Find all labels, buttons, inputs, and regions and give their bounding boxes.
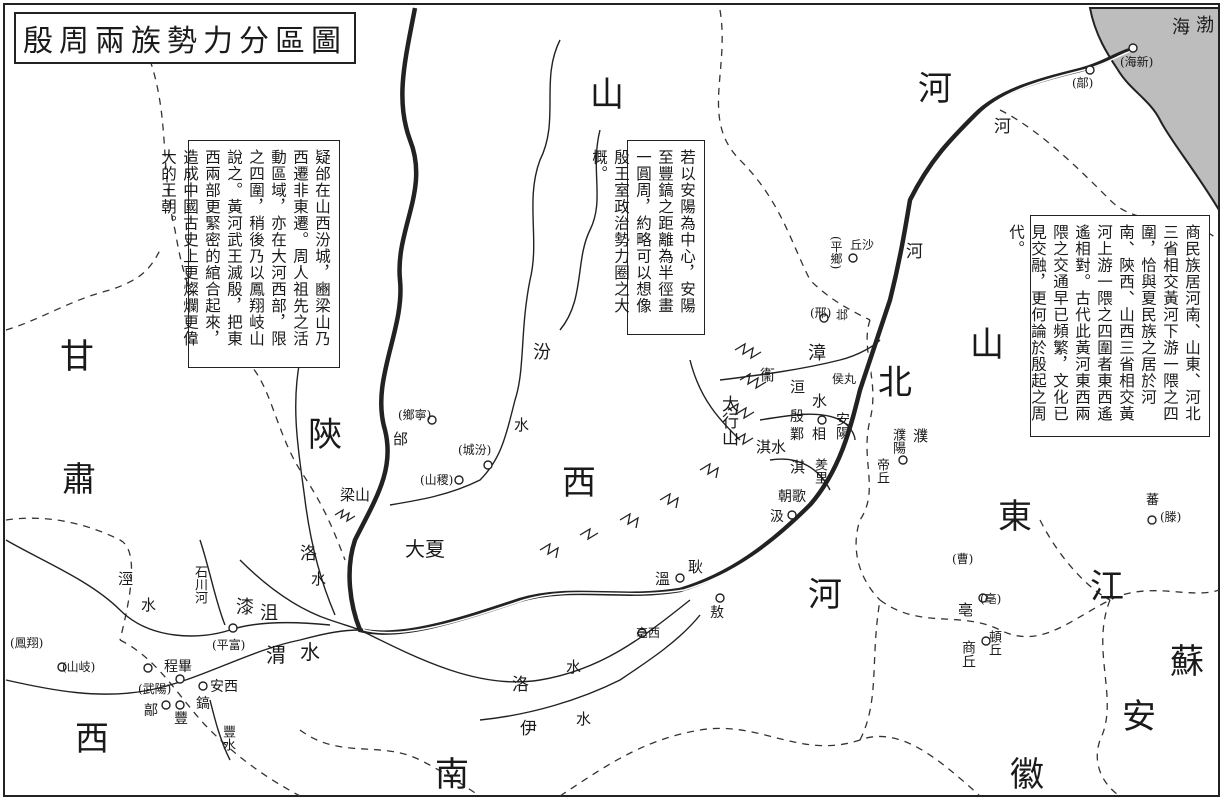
place-puyang: 濮陽 — [890, 428, 905, 454]
region-anhui-1: 安 — [1122, 697, 1156, 737]
river-wei: 渭 — [266, 643, 286, 667]
place-hao: 鄗 — [144, 703, 158, 719]
place-xiang: 相 — [812, 427, 826, 443]
river-ju: 沮 — [260, 603, 278, 624]
region-hebei-1: 河 — [918, 69, 952, 109]
place-bo3: (鄗) — [1072, 76, 1094, 90]
place-ji: 汲 — [770, 509, 784, 525]
region-gansu-2: 肅 — [62, 460, 96, 500]
map-frame — [3, 3, 1220, 797]
river-fen-shui: 水 — [514, 416, 530, 434]
place-yin: 殷 — [790, 409, 804, 425]
place-ye: 鄴 — [790, 427, 804, 443]
river-huan: 洹 — [790, 378, 806, 396]
note-center: 若以安陽為中心，安陽至豐鎬之距離為半徑畫一圓周，約略可以想像殷王室政治勢力圈之大… — [590, 140, 705, 335]
map-title: 殷周兩族勢力分區圖 — [14, 12, 356, 64]
place-feng: 豐 — [174, 711, 188, 727]
river-zhang: 漳 — [808, 343, 826, 364]
river-pu: 濮 — [911, 428, 929, 443]
river-luo: 洛 — [300, 544, 317, 564]
bohai-label-1: 渤 — [1196, 15, 1214, 36]
place-youli: 羑里 — [812, 458, 827, 484]
taihang-mountains — [334, 342, 767, 559]
place-wuyang: (武陽) — [138, 682, 172, 696]
river-luo-henan-shui: 水 — [566, 658, 582, 676]
region-shaanxi-1: 陝 — [308, 415, 342, 455]
place-chengbi: 程畢 — [164, 659, 192, 675]
place-diqiu: 帝丘 — [874, 458, 889, 484]
note-left: 疑邰在山西汾城，豳梁山乃西遷非東遷。周人祖先之活動區域，亦在大河西部，限之四圍，… — [159, 140, 340, 368]
mountain-liang: 梁山 — [340, 486, 371, 504]
river-hou: 侯丸 — [832, 372, 857, 386]
place-wei: 衞 — [760, 366, 776, 384]
region-shanxi-2: 西 — [562, 463, 596, 503]
region-jiangsu-2: 蘇 — [1170, 642, 1204, 682]
place-xing: (邢) — [810, 306, 832, 320]
river-jing: 涇 — [118, 570, 134, 588]
river-yi-shui: 水 — [576, 710, 592, 728]
place-tai: 邰 — [393, 430, 409, 448]
river-qishui: 淇水 — [756, 438, 787, 456]
place-bozhou: (亳) — [980, 592, 1002, 606]
place-qiu: 丘沙 — [850, 238, 875, 252]
place-teng: (滕) — [1160, 510, 1182, 524]
river-he-label-2: 河 — [906, 242, 923, 262]
place-ao: 敖 — [710, 605, 724, 621]
river-shichuan: 石川河 — [192, 565, 207, 604]
region-henan-1: 河 — [808, 575, 842, 615]
region-hebei-2: 北 — [878, 363, 912, 403]
bohai-label-2: 海 — [1172, 17, 1190, 38]
place-bei: 邶 — [836, 308, 849, 322]
place-xiangning: (鄉寧) — [398, 408, 432, 422]
place-haixin: (海新) — [1120, 55, 1154, 69]
note-right: 商民族居河南、山東、河北三省相交黃河下游一隈之四圍，恰與夏民族之居於河南、陝西、… — [1007, 215, 1210, 437]
place-shangqiu: 商丘 — [960, 640, 976, 668]
place-cao: (曹) — [952, 552, 974, 566]
place-boxi: 亳西 — [636, 626, 661, 640]
place-wen: 溫 — [655, 570, 671, 588]
place-chengfen: (城汾) — [458, 443, 492, 457]
place-shanji: (山稷) — [420, 473, 454, 487]
place-shangqiu-2: 頓丘 — [986, 630, 1001, 656]
river-luo-shui: 水 — [311, 570, 327, 588]
region-anhui-2: 徽 — [1010, 755, 1044, 795]
river-yi: 伊 — [520, 719, 537, 739]
place-fengxiang: (鳳翔) — [10, 636, 44, 650]
region-shanxi-1: 山 — [590, 75, 624, 115]
region-shandong-1: 山 — [970, 325, 1004, 365]
mountain-taihang: 太行山 — [718, 395, 738, 446]
river-qi-2: 淇 — [790, 458, 806, 476]
region-jiangsu-1: 江 — [1090, 567, 1124, 607]
region-gansu-1: 甘 — [60, 337, 94, 377]
place-anyang: 安陽 — [834, 412, 850, 440]
river-wei-shui: 水 — [300, 640, 320, 664]
river-qi: 漆 — [236, 597, 254, 618]
region-shaanxi-2: 西 — [75, 719, 109, 759]
place-zhaoge: 朝歌 — [778, 489, 806, 505]
region-shandong-2: 東 — [998, 497, 1032, 537]
bohai-sea — [1088, 7, 1220, 214]
river-feng: 豐水 — [220, 725, 235, 751]
place-geng: 耿 — [688, 558, 704, 576]
region-henan-2: 南 — [435, 755, 469, 795]
place-bo: 亳 — [958, 601, 974, 619]
place-pingxiang: (平鄉) — [829, 236, 843, 270]
yellow-river — [347, 7, 1135, 635]
place-xian: 安西 — [210, 679, 238, 695]
city-markers — [57, 43, 1157, 710]
river-fen: 汾 — [533, 342, 551, 363]
river-luo-henan: 洛 — [512, 675, 529, 695]
river-jing-shui: 水 — [141, 596, 157, 614]
tributary-rivers — [5, 39, 881, 761]
place-daxia: 大夏 — [405, 537, 445, 561]
river-huan-shui: 水 — [812, 392, 828, 410]
mountain-qishan: (山岐) — [62, 660, 96, 674]
place-gao: 鎬 — [196, 696, 210, 712]
place-pingfu: (平富) — [212, 638, 246, 652]
place-fan: 蕃 — [1146, 493, 1160, 508]
river-he-label-1: 河 — [994, 117, 1011, 137]
